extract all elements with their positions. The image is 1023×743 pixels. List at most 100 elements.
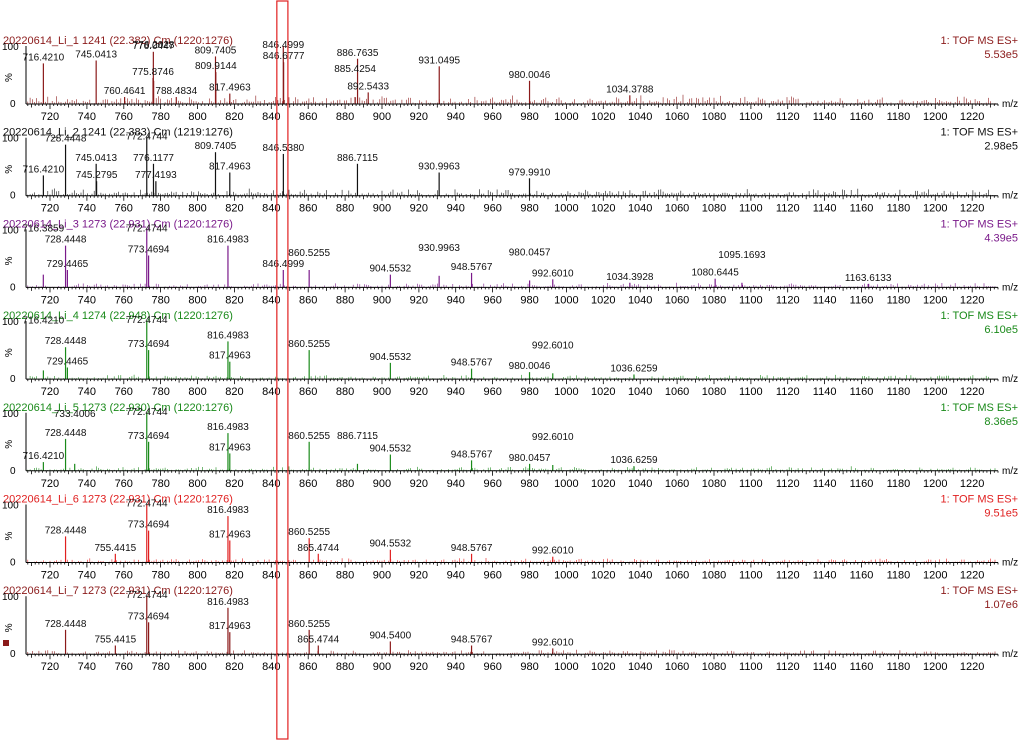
x-tick-label: 820 — [225, 386, 243, 398]
y-tick-label: 0 — [10, 282, 16, 293]
intensity-label: 5.53e5 — [984, 49, 1018, 61]
x-tick-label: 740 — [78, 294, 96, 306]
peak-label: 745.0413 — [75, 50, 117, 61]
peak-label: 728.4448 — [45, 525, 87, 536]
x-tick-label: 840 — [262, 386, 280, 398]
y-tick-label: 0 — [10, 191, 16, 202]
x-tick-label: 840 — [262, 111, 280, 123]
noise-sticks — [27, 188, 996, 196]
x-tick-label: 980 — [520, 111, 538, 123]
x-tick-label: 1100 — [739, 294, 763, 306]
x-tick-label: 1100 — [739, 661, 763, 673]
x-tick-label: 1060 — [665, 661, 689, 673]
x-tick-label: 1100 — [739, 570, 763, 582]
peak-label: 817.4963 — [209, 162, 251, 173]
x-tick-label: 1140 — [813, 386, 837, 398]
x-tick-label: 1100 — [739, 111, 763, 123]
peak-label: 772.4744 — [126, 407, 168, 418]
x-tick-label: 1160 — [850, 478, 874, 490]
x-tick-label: 1140 — [813, 478, 837, 490]
x-tick-label: 1060 — [665, 386, 689, 398]
peak-label: 817.4963 — [209, 529, 251, 540]
x-tick-label: 960 — [483, 386, 501, 398]
x-tick-label: 1120 — [776, 386, 800, 398]
x-tick-label: 1120 — [776, 111, 800, 123]
peak-label: 776.0447 — [132, 41, 174, 52]
x-tick-label: 1200 — [923, 478, 947, 490]
x-tick-label: 800 — [188, 111, 206, 123]
y-tick-label: 0 — [10, 99, 16, 110]
peak-label: 716.4210 — [23, 315, 65, 326]
x-tick-label: 1040 — [628, 570, 652, 582]
peak-label: 816.4983 — [207, 422, 249, 433]
x-tick-label: 1060 — [665, 570, 689, 582]
x-axis-ticks — [27, 195, 999, 201]
x-tick-label: 1000 — [554, 570, 578, 582]
x-tick-label: 920 — [410, 294, 428, 306]
peak-label: 817.4963 — [209, 442, 251, 453]
noise-baseline — [27, 374, 996, 380]
x-tick-label: 760 — [115, 386, 133, 398]
x-tick-label: 1180 — [887, 203, 911, 215]
x-tick-label: 940 — [447, 203, 465, 215]
x-tick-label: 1220 — [960, 294, 984, 306]
x-tick-label: 980 — [520, 570, 538, 582]
x-tick-label: 960 — [483, 203, 501, 215]
x-tick-label: 880 — [336, 111, 354, 123]
x-tick-label: 820 — [225, 478, 243, 490]
intensity-label: 9.51e5 — [984, 508, 1018, 520]
x-tick-label: 1140 — [813, 203, 837, 215]
x-tick-label: 940 — [447, 661, 465, 673]
scan-mode-label: 1: TOF MS ES+ — [940, 494, 1018, 506]
x-tick-label: 1080 — [702, 661, 726, 673]
peak-label: 745.0413 — [75, 153, 117, 164]
x-tick-label: 820 — [225, 661, 243, 673]
x-tick-label: 920 — [410, 478, 428, 490]
peak-label: 728.4448 — [45, 428, 87, 439]
x-axis-label: m/z — [1002, 374, 1018, 385]
x-tick-label: 880 — [336, 386, 354, 398]
x-tick-label: 980 — [520, 478, 538, 490]
x-tick-label: 1180 — [887, 661, 911, 673]
y-tick-label: 100 — [2, 134, 19, 145]
x-tick-label: 920 — [410, 570, 428, 582]
x-tick-label: 1160 — [850, 386, 874, 398]
scan-mode-label: 1: TOF MS ES+ — [940, 310, 1018, 322]
x-tick-label: 1020 — [591, 478, 615, 490]
x-tick-label: 1040 — [628, 386, 652, 398]
peak-label: 980.0046 — [509, 70, 551, 81]
peak-label: 865.4744 — [297, 635, 339, 646]
x-tick-label: 1120 — [776, 294, 800, 306]
intensity-label: 8.36e5 — [984, 416, 1018, 428]
peak-label: 772.4744 — [126, 223, 168, 234]
peak-label: 846.4999 — [262, 40, 304, 51]
scan-mode-label: 1: TOF MS ES+ — [940, 35, 1018, 47]
peak-label: 979.9910 — [509, 167, 551, 178]
spectrum-title: 20220614_Li_2 1241 (22.383) Cm (1219:127… — [3, 127, 233, 139]
x-tick-label: 1120 — [776, 661, 800, 673]
y-axis-label: % — [4, 73, 15, 82]
peak-label: 776.2028 — [133, 40, 175, 51]
x-tick-label: 1080 — [702, 386, 726, 398]
x-tick-label: 900 — [373, 386, 391, 398]
x-tick-label: 1160 — [850, 111, 874, 123]
x-tick-label: 780 — [151, 661, 169, 673]
peak-label: 773.4694 — [128, 339, 170, 350]
peak-label: 992.6010 — [532, 546, 574, 557]
peak-label: 773.4694 — [128, 245, 170, 256]
peak-label: 948.5767 — [451, 543, 493, 554]
x-tick-label: 1220 — [960, 386, 984, 398]
x-tick-label: 1220 — [960, 478, 984, 490]
x-tick-label: 720 — [41, 661, 59, 673]
peak-label: 948.5767 — [451, 358, 493, 369]
spectrum-title: 20220614_Li_4 1274 (22.948) Cm (1220:127… — [3, 310, 233, 322]
x-tick-label: 1100 — [739, 203, 763, 215]
y-tick-label: 0 — [10, 374, 16, 385]
peak-label: 1036.6259 — [610, 455, 658, 466]
x-tick-label: 1200 — [923, 661, 947, 673]
peak-label: 716.4210 — [23, 451, 65, 462]
x-tick-label: 1020 — [591, 661, 615, 673]
x-axis-ticks — [27, 654, 999, 660]
x-tick-label: 880 — [336, 203, 354, 215]
peak-label: 772.4744 — [126, 132, 168, 143]
